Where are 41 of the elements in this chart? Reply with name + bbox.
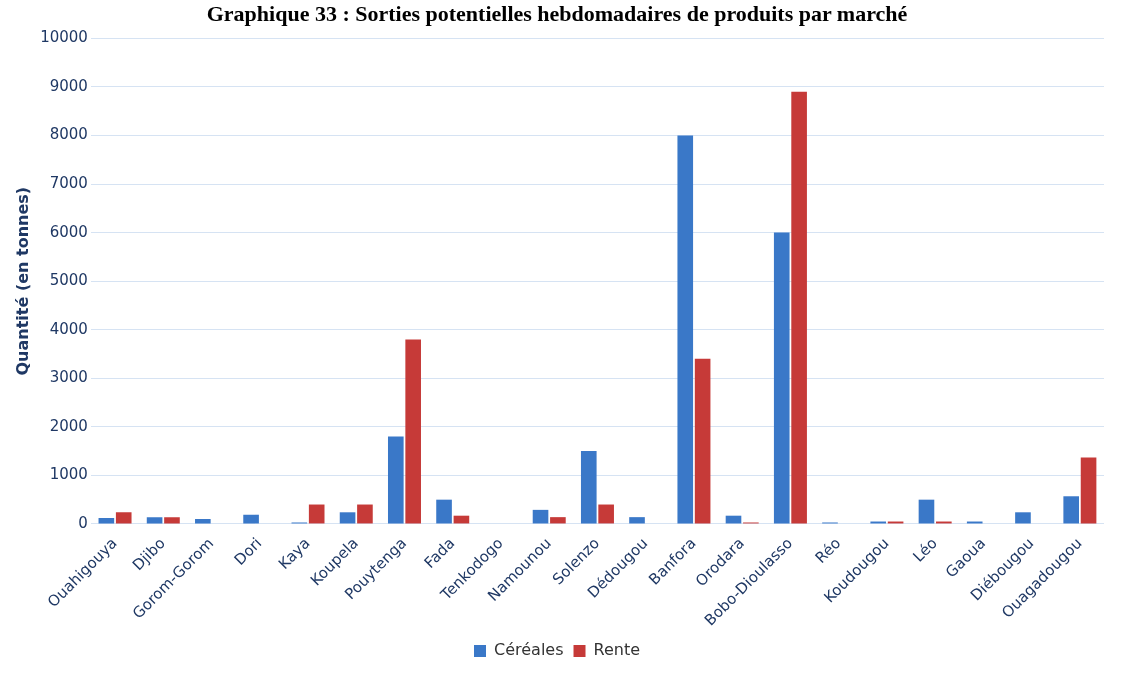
y-tick-label: 9000 xyxy=(49,76,88,95)
y-tick-label: 10000 xyxy=(40,28,88,47)
y-axis-title: Quantité (en tonnes) xyxy=(12,186,32,376)
bar xyxy=(773,232,790,524)
y-tick-label: 6000 xyxy=(49,222,88,241)
y-tick-label: 1000 xyxy=(49,465,88,484)
bar xyxy=(598,504,614,524)
legend-label: Rente xyxy=(593,640,641,660)
bar xyxy=(164,517,180,524)
bar xyxy=(550,517,566,524)
bar xyxy=(532,509,549,524)
bar xyxy=(308,504,325,524)
y-tick-label: 0 xyxy=(78,513,88,532)
bar xyxy=(677,135,694,524)
bar xyxy=(98,518,115,524)
bar xyxy=(387,436,404,524)
y-tick-label: 7000 xyxy=(49,173,88,192)
y-tick-label: 3000 xyxy=(49,368,88,387)
bar xyxy=(1080,457,1097,524)
bar xyxy=(1063,496,1080,524)
bar xyxy=(580,451,597,524)
bar xyxy=(357,504,373,524)
bar xyxy=(918,499,935,524)
y-tick-label: 5000 xyxy=(49,271,88,290)
legend-label: Céréales xyxy=(493,640,564,660)
bar xyxy=(405,339,421,524)
bar xyxy=(1015,512,1031,524)
bar xyxy=(115,512,132,524)
bar xyxy=(146,517,163,524)
bar xyxy=(339,512,356,524)
bar xyxy=(629,517,645,524)
x-tick-label: Léo xyxy=(909,534,941,566)
bar xyxy=(694,358,711,524)
y-tick-label: 8000 xyxy=(49,125,88,144)
bar xyxy=(791,91,807,524)
bar xyxy=(243,514,259,524)
bar xyxy=(436,499,452,524)
chart-title: Graphique 33 : Sorties potentielles hebdomadaires de produits par marché xyxy=(206,0,908,26)
y-tick-label: 4000 xyxy=(49,319,88,338)
bar xyxy=(195,519,211,524)
y-tick-label: 2000 xyxy=(49,416,88,435)
